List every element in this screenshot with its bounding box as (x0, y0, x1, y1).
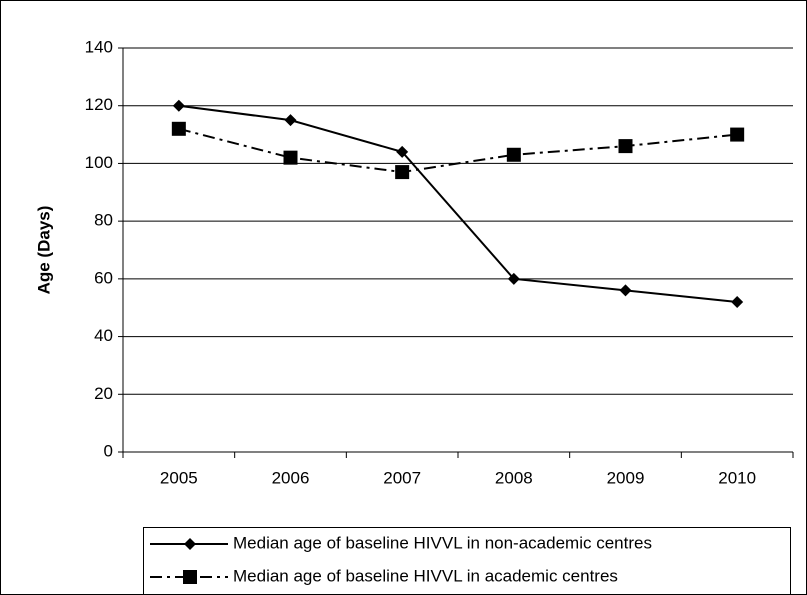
y-tick-label: 80 (94, 211, 113, 230)
marker (731, 295, 744, 308)
marker (395, 165, 410, 180)
x-tick-label: 2008 (495, 468, 533, 487)
series-line (178, 127, 738, 174)
y-tick-label: 20 (94, 384, 113, 403)
y-axis-label: Age (Days) (34, 206, 53, 295)
x-tick-label: 2005 (160, 468, 198, 487)
y-tick-label: 0 (104, 441, 113, 460)
marker (507, 272, 520, 285)
x-tick-label: 2007 (383, 468, 421, 487)
marker (184, 538, 196, 550)
x-tick-label: 2009 (607, 468, 645, 487)
marker (284, 114, 297, 127)
y-tick-label: 120 (85, 95, 113, 114)
legend-label: Median age of baseline HIVVL in academic… (233, 566, 618, 585)
x-tick-label: 2006 (272, 468, 310, 487)
y-tick-label: 140 (85, 37, 113, 56)
marker (730, 127, 745, 142)
series-line (178, 104, 738, 303)
legend-label: Median age of baseline HIVVL in non-acad… (233, 533, 652, 552)
marker (171, 121, 186, 136)
marker (396, 145, 409, 158)
y-tick-label: 40 (94, 326, 113, 345)
marker (172, 99, 185, 112)
marker (619, 284, 632, 297)
legend-box (143, 527, 791, 595)
marker (183, 570, 197, 584)
y-tick-label: 100 (85, 153, 113, 172)
marker (618, 139, 633, 154)
y-tick-label: 60 (94, 268, 113, 287)
marker (283, 150, 298, 165)
x-tick-label: 2010 (718, 468, 756, 487)
marker (506, 147, 521, 162)
